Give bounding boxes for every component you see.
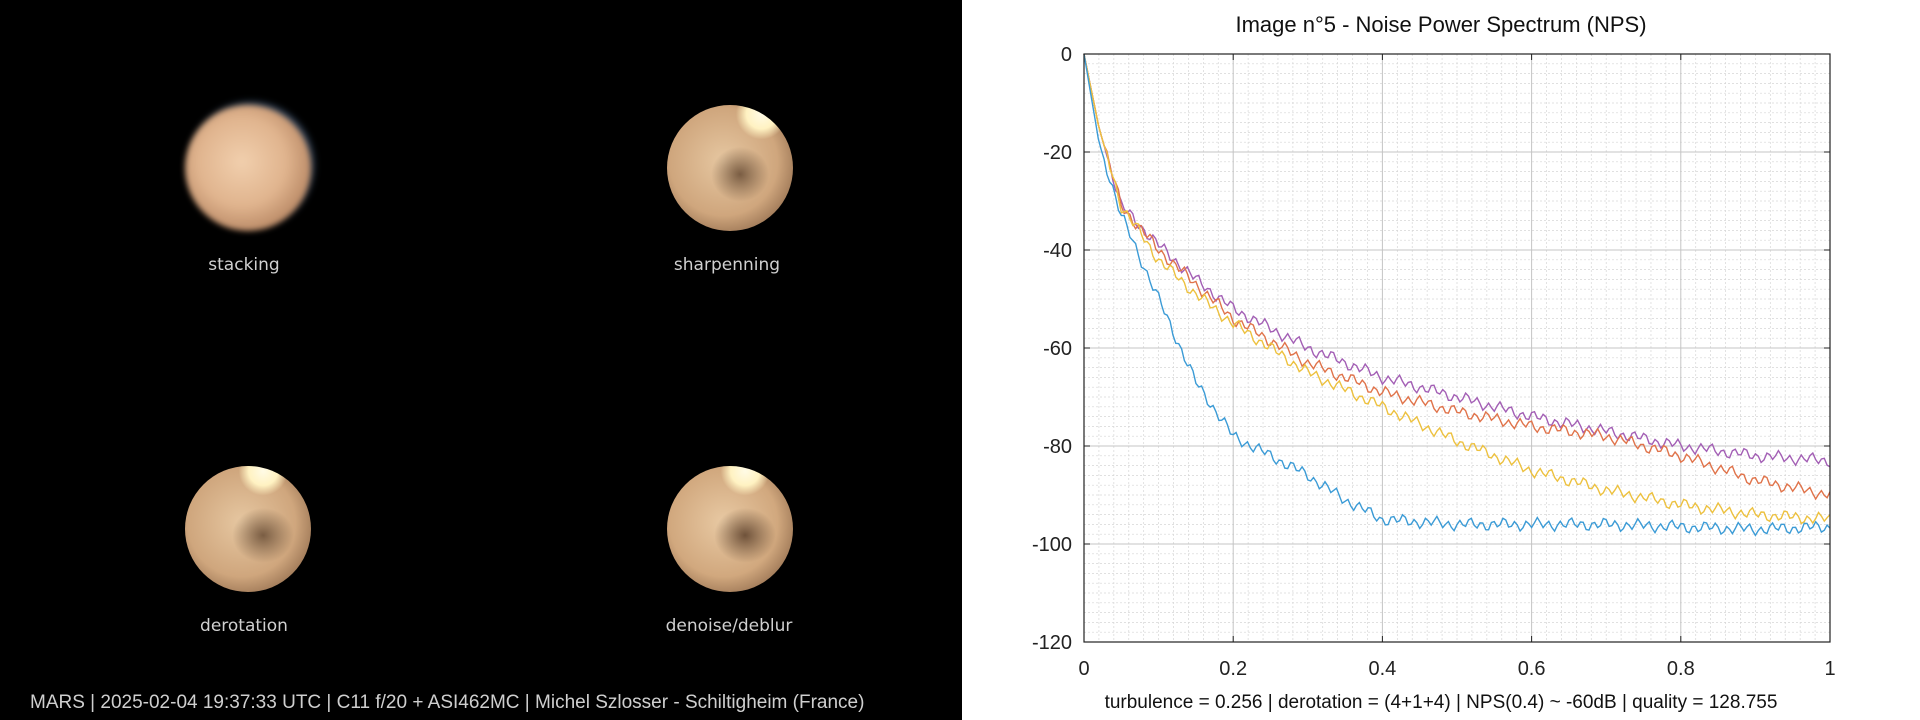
- series-line-4: [1083, 53, 1831, 537]
- x-tick-label: 0.2: [1219, 658, 1247, 680]
- image-caption: MARS | 2025-02-04 19:37:33 UTC | C11 f/2…: [30, 692, 865, 713]
- x-tick-label: 0: [1078, 658, 1089, 680]
- chart-footer: turbulence = 0.256 | derotation = (4+1+4…: [1104, 692, 1778, 713]
- y-tick-label: -120: [1032, 632, 1072, 654]
- planet-image-stacking: [185, 105, 311, 231]
- planet-image-denoise-deblur: [667, 466, 793, 592]
- y-tick-label: -60: [1043, 338, 1072, 360]
- y-tick-label: -40: [1043, 240, 1072, 262]
- series-group: [1083, 53, 1831, 537]
- x-tick-label: 1: [1824, 658, 1835, 680]
- series-line-2: [1083, 53, 1831, 501]
- series-line-3: [1083, 53, 1831, 525]
- planet-label-stacking: stacking: [208, 255, 280, 275]
- planet-label-sharpenning: sharpenning: [673, 255, 781, 275]
- y-tick-label: -80: [1043, 436, 1072, 458]
- series-line-1: [1083, 53, 1831, 468]
- planet-label-denoise-deblur: denoise/deblur: [665, 616, 793, 636]
- axis-ticks: 0 0.2 0.4 0.6 0.8 1 0 -20 -40 -60 -80 -100 -120: [1032, 44, 1836, 680]
- planet-image-sharpenning: [667, 105, 793, 231]
- x-tick-label: 0.8: [1667, 658, 1695, 680]
- x-tick-label: 0.6: [1518, 658, 1546, 680]
- x-tick-label: 0.4: [1368, 658, 1396, 680]
- y-tick-label: -20: [1043, 142, 1072, 164]
- image-panel: stacking sharpenning derotation denoise/…: [0, 0, 962, 720]
- y-tick-label: -100: [1032, 534, 1072, 556]
- chart-panel: Image n°5 - Noise Power Spectrum (NPS) 0…: [962, 0, 1920, 720]
- planet-image-derotation: [185, 466, 311, 592]
- planet-label-derotation: derotation: [200, 616, 288, 636]
- nps-chart: 0 0.2 0.4 0.6 0.8 1 0 -20 -40 -60 -80 -100 -120: [1032, 44, 1836, 680]
- y-tick-label: 0: [1061, 44, 1072, 66]
- chart-title: Image n°5 - Noise Power Spectrum (NPS): [1235, 12, 1647, 37]
